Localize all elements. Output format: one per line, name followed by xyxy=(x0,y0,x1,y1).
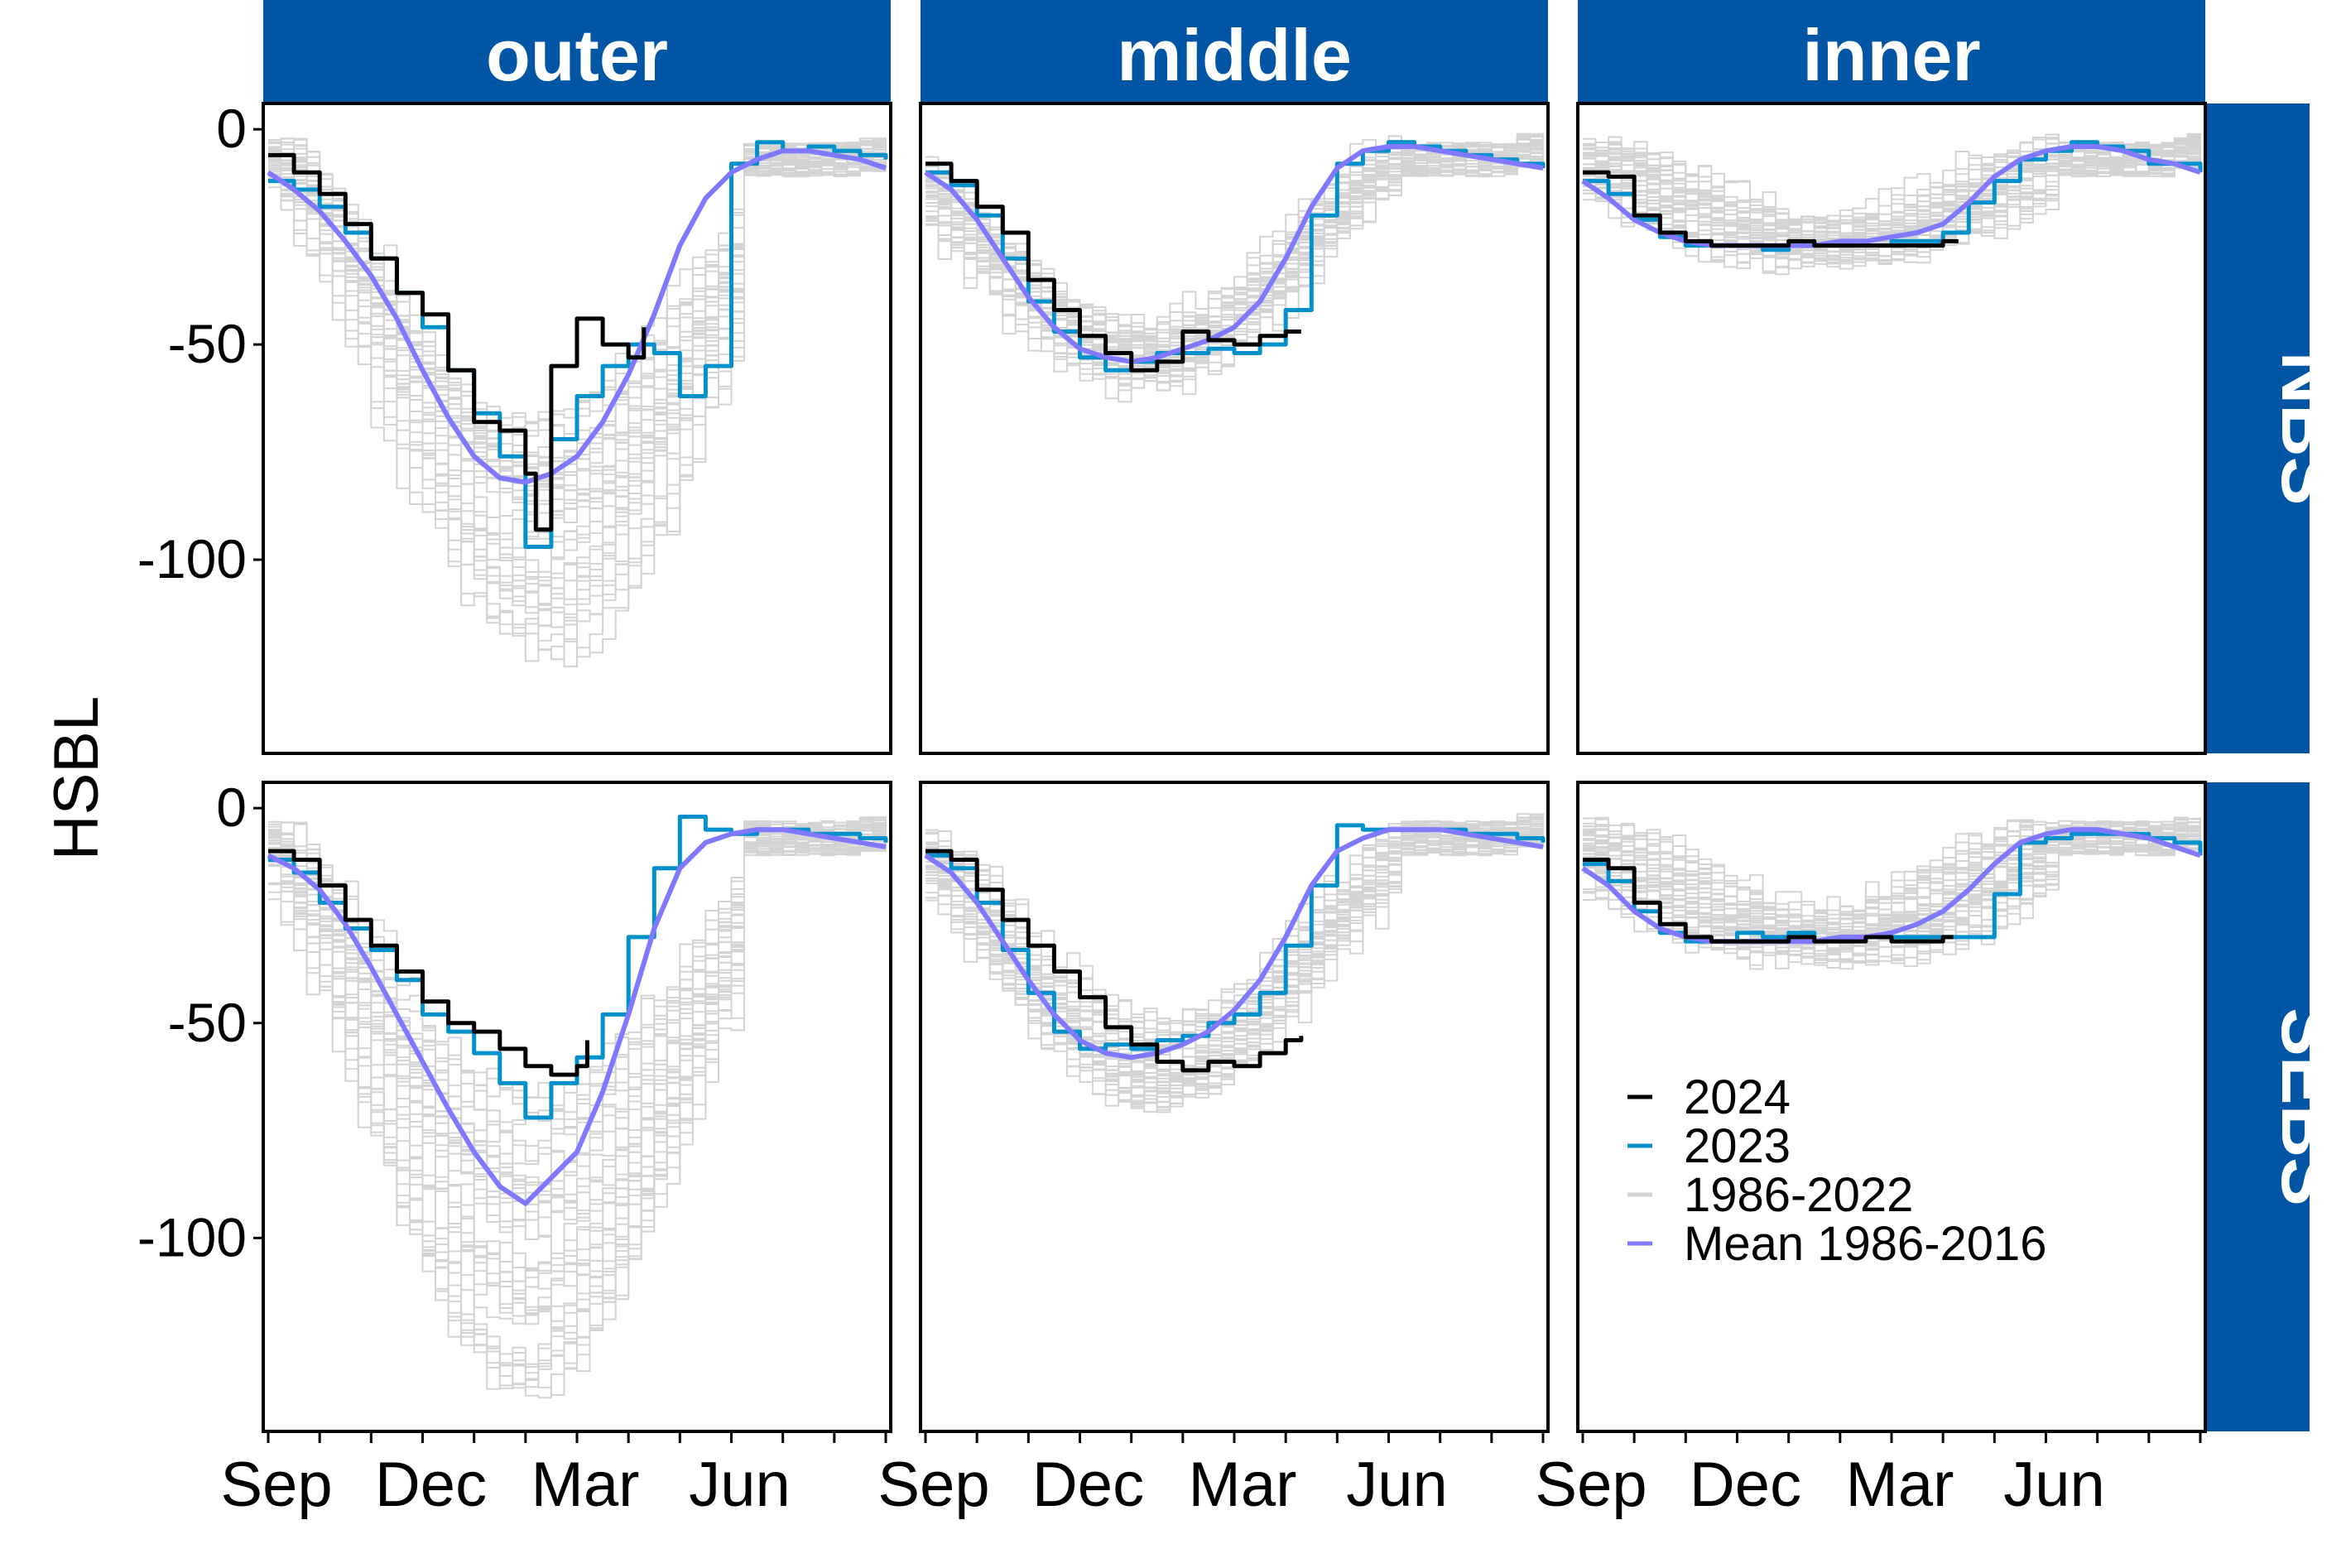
y-tick-label: 0 xyxy=(216,777,247,838)
y-tick-label: 0 xyxy=(216,98,247,159)
panel-SEBS-middle: Sep Dec Mar Jun xyxy=(877,781,1550,1520)
historical-trace xyxy=(925,816,1544,1048)
x-tick-label: Sep xyxy=(877,1450,989,1520)
x-tick-label: Mar xyxy=(1846,1450,1954,1520)
x-tick-label: Dec xyxy=(1690,1450,1801,1520)
panel-NBS-outer: 0 -50 -100 xyxy=(137,98,892,755)
y-tick-label: -50 xyxy=(168,992,247,1053)
x-tick-label: Jun xyxy=(1346,1450,1448,1520)
series-y2024 xyxy=(268,152,647,532)
x-tick-label: Jun xyxy=(689,1450,791,1520)
x-tick-label: Sep xyxy=(1535,1450,1647,1520)
legend-label: 2024 xyxy=(1684,1070,1791,1124)
series-y2024 xyxy=(925,849,1304,1073)
historical-trace xyxy=(268,142,887,629)
column-strip-label-outer: outer xyxy=(486,14,668,96)
column-strip-label-inner: inner xyxy=(1802,14,1980,96)
panel-border xyxy=(919,781,1550,1433)
panel-NBS-middle xyxy=(919,102,1550,755)
historical-trace xyxy=(268,147,887,642)
panel-NBS-inner xyxy=(1576,102,2207,755)
row-strip-SEBS xyxy=(2205,782,2310,1431)
y-tick-label: -100 xyxy=(137,1206,247,1267)
historical-trace xyxy=(268,816,887,1272)
y-tick-label: -50 xyxy=(168,313,247,374)
row-strip-label-SEBS: SEBS xyxy=(2267,1008,2346,1206)
legend-label: 1986-2022 xyxy=(1684,1168,1913,1222)
series-mean xyxy=(924,144,1544,364)
y-axis-label: HSBL xyxy=(41,696,112,861)
panel-border xyxy=(919,102,1550,755)
series-y2024 xyxy=(925,161,1301,373)
x-tick-label: Mar xyxy=(1189,1450,1297,1520)
column-strip-middle xyxy=(921,0,1548,103)
panel-border xyxy=(262,102,892,755)
historical-trace xyxy=(268,145,887,480)
series-y2024 xyxy=(1583,170,1959,248)
column-strip-label-middle: middle xyxy=(1117,14,1352,96)
series-y2024 xyxy=(1583,858,1954,944)
y-tick-label: -100 xyxy=(137,528,247,589)
row-strip-NBS xyxy=(2205,103,2310,753)
legend-label: Mean 1986-2016 xyxy=(1684,1217,2047,1271)
panel-border xyxy=(1576,102,2207,755)
historical-trace xyxy=(268,821,887,1389)
panel-SEBS-inner: Sep Dec Mar Jun xyxy=(1535,781,2207,1520)
x-tick-label: Jun xyxy=(2003,1450,2105,1520)
x-tick-label: Dec xyxy=(1032,1450,1144,1520)
x-tick-label: Dec xyxy=(375,1450,487,1520)
historical-trace xyxy=(268,137,887,628)
historical-trace xyxy=(925,815,1544,1098)
historical-trace xyxy=(1583,135,2201,262)
x-tick-label: Sep xyxy=(220,1450,332,1520)
column-strip-inner xyxy=(1578,0,2205,103)
column-strip-outer xyxy=(263,0,891,103)
historical-trace xyxy=(268,822,887,1399)
legend-label: 2023 xyxy=(1684,1119,1791,1173)
row-strip-label-NBS: NBS xyxy=(2267,352,2346,506)
series-mean xyxy=(924,827,1544,1061)
series-mean xyxy=(267,148,887,485)
series-y2024 xyxy=(268,849,589,1077)
series-mean xyxy=(267,827,887,1206)
historical-trace xyxy=(268,830,887,1147)
x-tick-label: Mar xyxy=(531,1450,640,1520)
panel-SEBS-outer: 0 -50 -100 Sep Dec Mar Jun xyxy=(137,777,892,1520)
